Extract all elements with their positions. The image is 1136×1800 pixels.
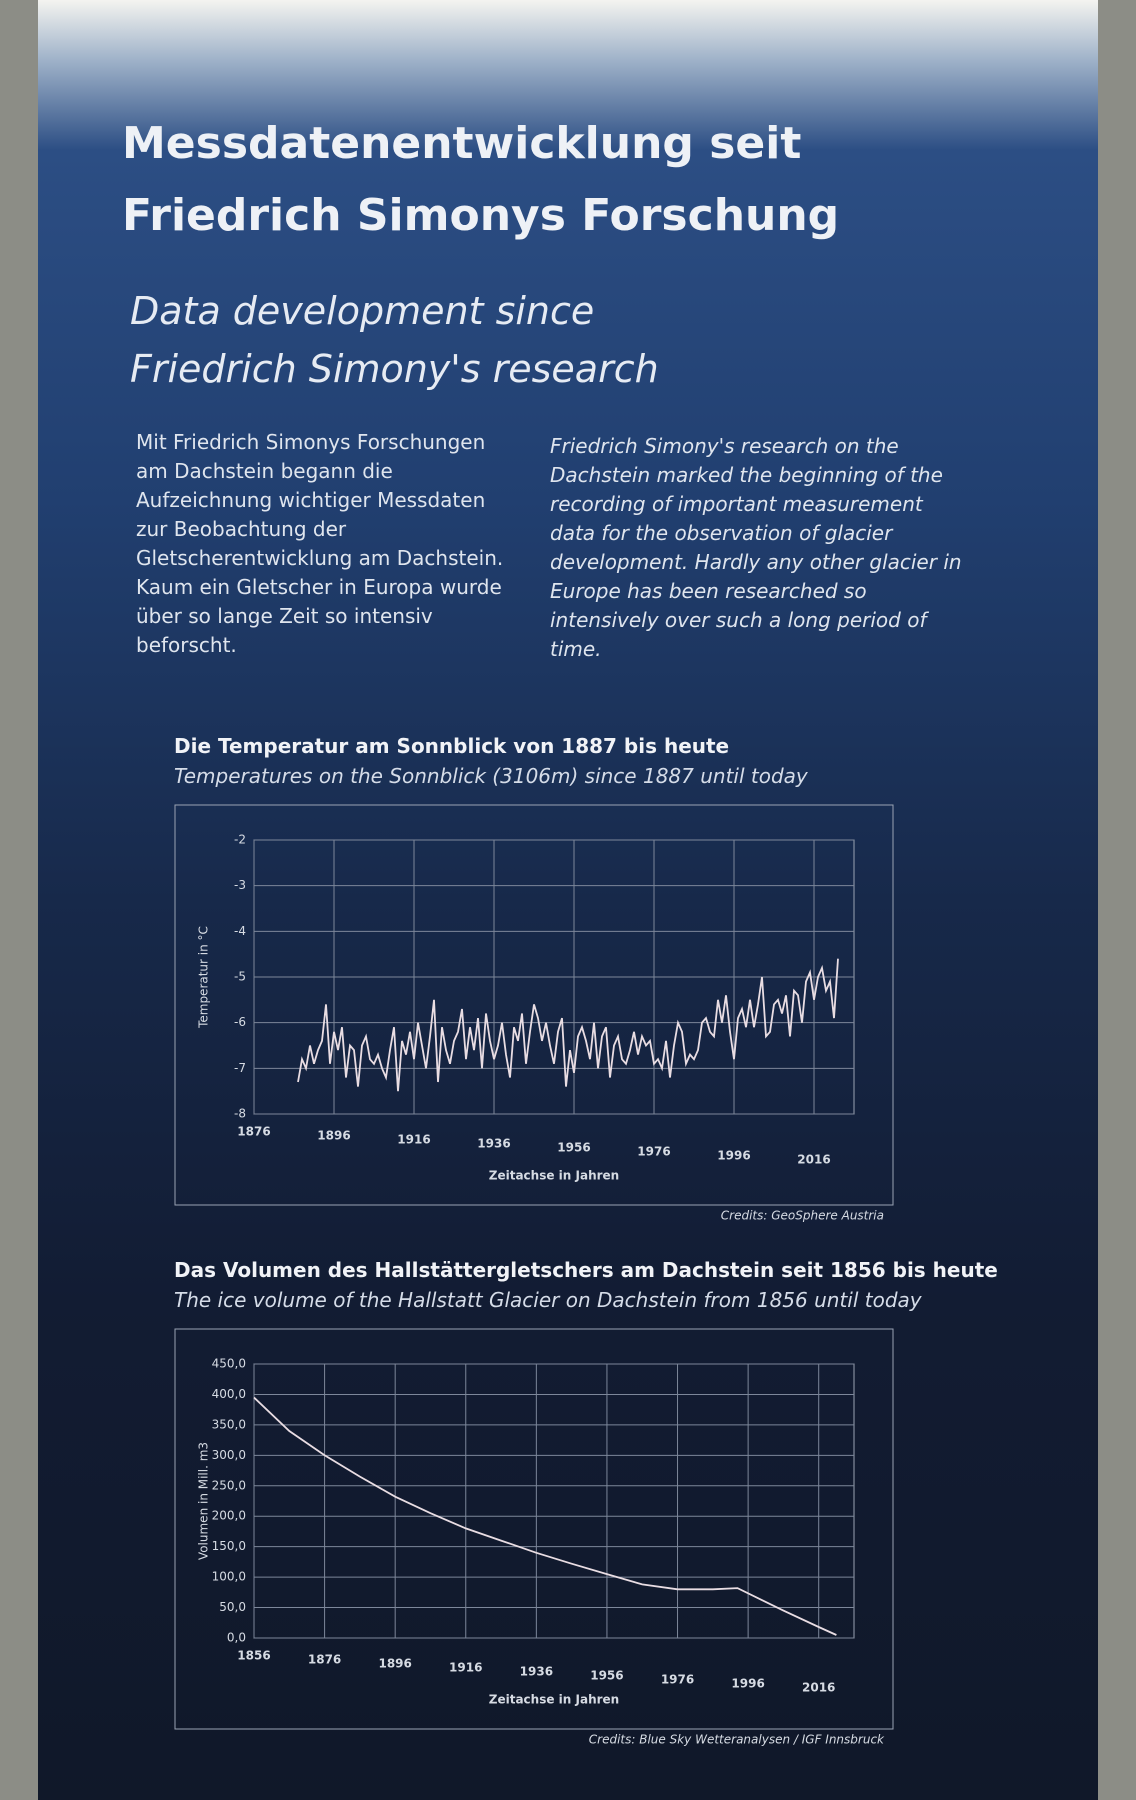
y-tick-label: -8	[234, 1107, 246, 1121]
chart-title: Das Volumen des Hallstättergletschers am…	[174, 1258, 998, 1282]
y-tick-label: 350,0	[212, 1417, 246, 1431]
chart: -2 -3 -4 -5 -6 -7 -8 1876 1896 1916 1936 1956 1976 19…	[174, 804, 894, 1223]
subtitle-line: Friedrich Simony's research	[130, 347, 659, 391]
y-tick-label: -5	[234, 970, 246, 984]
x-tick-label: 1996	[717, 1149, 750, 1163]
x-axis-label: Zeitachse in Jahren	[489, 1169, 619, 1183]
x-tick-label: 1876	[237, 1125, 270, 1139]
data-line	[253, 1396, 837, 1636]
y-tick-label: 200,0	[212, 1509, 246, 1523]
y-tick-label: -2	[234, 833, 246, 847]
chart: 450,0 400,0 350,0 300,0 250,0 200,0 150,0 100,0…	[174, 1328, 894, 1747]
chart-subtitle: Temperatures on the Sonnblick (3106m) si…	[174, 764, 808, 788]
y-tick-label: 250,0	[212, 1478, 246, 1492]
chart-frame	[174, 1328, 894, 1730]
y-tick-label: 400,0	[212, 1387, 246, 1401]
y-tick-label: -6	[234, 1015, 246, 1029]
x-tick-label: 1916	[397, 1133, 430, 1147]
y-tick-label: 450,0	[212, 1357, 246, 1371]
poster: Messdatenentwicklung seit Friedrich Simo…	[38, 0, 1098, 1800]
text-en: Friedrich Simony's research on the Dachs…	[550, 434, 962, 661]
y-tick-label: 150,0	[212, 1539, 246, 1553]
y-tick-label: -7	[234, 1061, 246, 1075]
x-axis-label: Zeitachse in Jahren	[489, 1693, 619, 1707]
text-de: Mit Friedrich Simonys Forschungen am Dac…	[136, 430, 504, 657]
y-axis-label: Volumen in Mill. m3	[197, 1442, 211, 1560]
x-tick-label: 1856	[237, 1649, 270, 1663]
title-line: Messdatenentwicklung seit	[122, 118, 802, 169]
plot-frame	[253, 1363, 855, 1639]
y-tick-label: -4	[234, 924, 246, 938]
x-tick-label: 1996	[731, 1677, 764, 1691]
x-tick-label: 1976	[661, 1673, 694, 1687]
x-tick-label: 2016	[802, 1681, 835, 1695]
y-tick-label: 0,0	[227, 1631, 246, 1645]
chart-title: Die Temperatur am Sonnblick von 1887 bis…	[174, 734, 730, 758]
y-tick-label: 100,0	[212, 1570, 246, 1584]
x-tick-label: 1956	[557, 1141, 590, 1155]
y-tick-label: -3	[234, 878, 246, 892]
x-tick-label: 1936	[520, 1665, 553, 1679]
credits: Credits: Blue Sky Wetteranalysen / IGF I…	[589, 1733, 885, 1747]
title-line: Friedrich Simonys Forschung	[122, 190, 840, 241]
subtitle-line: Data development since	[130, 289, 595, 333]
x-tick-label: 1876	[308, 1653, 341, 1667]
x-tick-label: 1936	[477, 1137, 510, 1151]
x-tick-label: 1896	[317, 1129, 350, 1143]
x-tick-label: 2016	[797, 1153, 830, 1167]
chart-frame	[174, 804, 894, 1206]
data-line	[297, 958, 839, 1092]
x-tick-label: 1896	[378, 1657, 411, 1671]
credits: Credits: GeoSphere Austria	[721, 1209, 884, 1223]
x-tick-label: 1916	[449, 1661, 482, 1675]
y-tick-label: 300,0	[212, 1448, 246, 1462]
x-tick-label: 1976	[637, 1145, 670, 1159]
y-axis-label: Temperatur in °C	[197, 926, 211, 1029]
chart-subtitle: The ice volume of the Hallstatt Glacier …	[174, 1288, 922, 1312]
y-tick-label: 50,0	[219, 1600, 246, 1614]
x-tick-label: 1956	[590, 1669, 623, 1683]
